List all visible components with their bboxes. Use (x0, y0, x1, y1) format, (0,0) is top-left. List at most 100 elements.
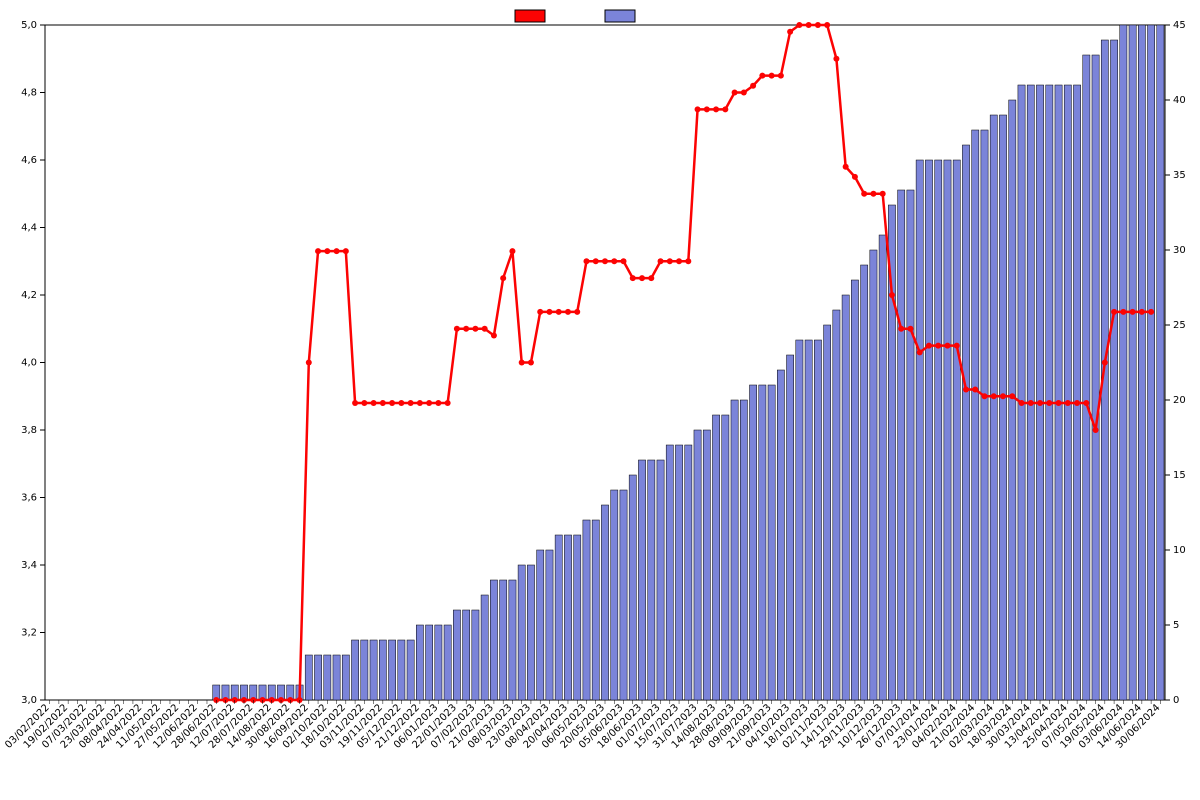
y-left-tick-label: 4,0 (21, 358, 37, 369)
line-marker (1074, 400, 1080, 406)
dual-axis-chart: 3,03,23,43,63,84,04,24,44,64,85,00510152… (0, 0, 1200, 800)
bar (333, 655, 340, 700)
line-marker (315, 248, 321, 254)
legend-swatch-line (515, 10, 545, 22)
bar (342, 655, 349, 700)
line-marker (889, 292, 895, 298)
line-marker (509, 248, 515, 254)
line-marker (445, 400, 451, 406)
line-marker (546, 309, 552, 315)
line-marker (861, 191, 867, 197)
line-marker (1148, 309, 1154, 315)
legend (515, 10, 635, 22)
line-marker (1056, 400, 1062, 406)
bar (777, 370, 784, 700)
y-right-tick-label: 45 (1173, 20, 1186, 31)
line-marker (408, 400, 414, 406)
bar (601, 505, 608, 700)
line-marker (806, 22, 812, 28)
line-marker (324, 248, 330, 254)
line-marker (870, 191, 876, 197)
bar (685, 445, 692, 700)
bar (509, 580, 516, 700)
line-marker (732, 90, 738, 96)
bar (1083, 55, 1090, 700)
bar (388, 640, 395, 700)
line-marker (352, 400, 358, 406)
bar (351, 640, 358, 700)
bar (1064, 85, 1071, 700)
bar (990, 115, 997, 700)
line-marker (574, 309, 580, 315)
bar (824, 325, 831, 700)
line-marker (704, 106, 710, 112)
bar (555, 535, 562, 700)
bar (574, 535, 581, 700)
bar (1148, 25, 1155, 700)
bar (620, 490, 627, 700)
y-right-tick-label: 10 (1173, 545, 1186, 556)
line-marker (1130, 309, 1136, 315)
line-marker (741, 90, 747, 96)
bar (537, 550, 544, 700)
bar (361, 640, 368, 700)
bar (842, 295, 849, 700)
bar (805, 340, 812, 700)
bar (981, 130, 988, 700)
bar (583, 520, 590, 700)
legend-swatch-bar (605, 10, 635, 22)
y-right-tick-label: 15 (1173, 470, 1186, 481)
line-marker (1102, 360, 1108, 366)
y-right-tick-label: 25 (1173, 320, 1186, 331)
bar (379, 640, 386, 700)
bar (703, 430, 710, 700)
bar (472, 610, 479, 700)
line-marker (1065, 400, 1071, 406)
y-right-tick-label: 35 (1173, 170, 1186, 181)
chart-svg: 3,03,23,43,63,84,04,24,44,64,85,00510152… (0, 0, 1200, 800)
bar (833, 310, 840, 700)
line-marker (658, 258, 664, 264)
y-left-tick-label: 3,6 (21, 493, 37, 504)
line-marker (630, 275, 636, 281)
line-marker (306, 360, 312, 366)
line-marker (1028, 400, 1034, 406)
bar (999, 115, 1006, 700)
bar (1055, 85, 1062, 700)
bar (490, 580, 497, 700)
bar (749, 385, 756, 700)
line-marker (898, 326, 904, 332)
line-marker (334, 248, 340, 254)
line-marker (1037, 400, 1043, 406)
bar (759, 385, 766, 700)
bar (916, 160, 923, 700)
y-right-tick-label: 30 (1173, 245, 1186, 256)
bar (463, 610, 470, 700)
bar (481, 595, 488, 700)
line-marker (361, 400, 367, 406)
line-marker (398, 400, 404, 406)
line-marker (565, 309, 571, 315)
line-marker (907, 326, 913, 332)
bar (1018, 85, 1025, 700)
bar (1027, 85, 1034, 700)
line-marker (917, 349, 923, 355)
y-left-tick-label: 3,0 (21, 695, 37, 706)
bar (879, 235, 886, 700)
bar (370, 640, 377, 700)
bar (740, 400, 747, 700)
bar (638, 460, 645, 700)
line-marker (1120, 309, 1126, 315)
bar (675, 445, 682, 700)
line-marker (454, 326, 460, 332)
line-marker (695, 106, 701, 112)
line-marker (648, 275, 654, 281)
bar (314, 655, 321, 700)
bar (416, 625, 423, 700)
bar (1036, 85, 1043, 700)
bar (1092, 55, 1099, 700)
bar (1110, 40, 1117, 700)
bar (1073, 85, 1080, 700)
y-left-tick-label: 4,6 (21, 155, 37, 166)
line-marker (722, 106, 728, 112)
